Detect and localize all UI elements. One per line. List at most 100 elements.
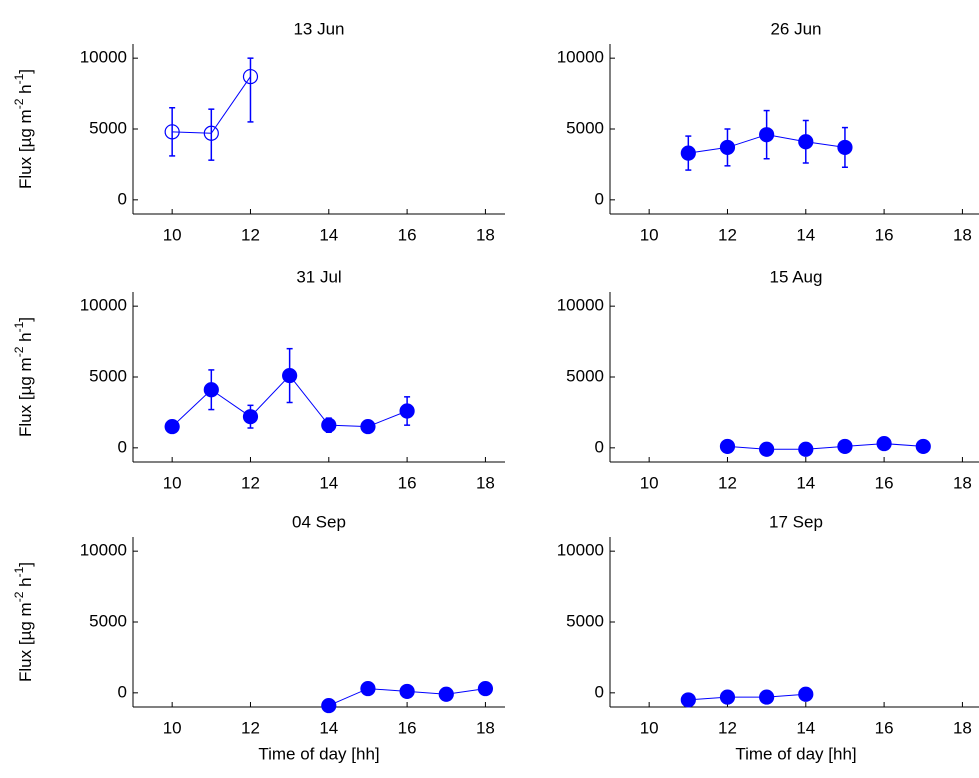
data-point: [321, 417, 337, 433]
superscript: -1: [12, 73, 26, 84]
x-tick-label: 10: [163, 718, 182, 737]
x-axis-label: Time of day [hh]: [258, 744, 379, 763]
superscript: -2: [12, 591, 26, 602]
y-axis-label: Flux [µg m-2 h-1]: [12, 562, 35, 682]
x-tick-label: 16: [398, 718, 417, 737]
data-point: [680, 692, 696, 708]
subplot-title: 31 Jul: [296, 267, 341, 286]
data-point: [399, 403, 415, 419]
data-point: [798, 686, 814, 702]
data-point: [164, 124, 180, 140]
label-part: Flux [µg m: [16, 357, 35, 437]
x-tick-label: 12: [718, 225, 737, 244]
y-tick-label: 10000: [80, 296, 127, 315]
data-point: [399, 683, 415, 700]
subplot-title: 13 Jun: [293, 19, 344, 38]
subplot: 15 Aug 0 5000 10000 10 12 14 16 18: [557, 267, 979, 492]
data-point: [360, 418, 376, 435]
x-tick-label: 14: [319, 225, 338, 244]
subplot: 17 Sep 0 5000 10000 10 12 14 16 18 Time of day [h…: [557, 512, 979, 763]
y-tick-label: 5000: [89, 366, 127, 385]
y-tick-label: 5000: [566, 118, 604, 137]
data-line: [727, 443, 924, 450]
x-tick-label: 16: [398, 225, 417, 244]
data-point: [242, 409, 259, 425]
data-point: [759, 441, 775, 457]
data-point: [798, 134, 814, 150]
label-part: Flux [µg m: [16, 109, 35, 189]
x-tick-label: 14: [319, 473, 338, 492]
x-tick-label: 12: [718, 473, 737, 492]
x-tick-label: 14: [319, 718, 338, 737]
superscript: -1: [12, 321, 26, 332]
data-point: [203, 125, 219, 141]
data-point: [719, 438, 736, 455]
subplot-title: 17 Sep: [769, 512, 823, 531]
data-point: [203, 382, 219, 398]
y-tick-label: 5000: [566, 366, 604, 385]
x-tick-label: 18: [953, 718, 972, 737]
data-point: [164, 418, 180, 435]
x-tick-label: 12: [241, 473, 260, 492]
x-tick-label: 14: [796, 225, 815, 244]
y-axis-label: Flux [µg m-2 h-1]: [12, 69, 35, 189]
x-tick-label: 14: [796, 473, 815, 492]
label-part: h: [16, 577, 35, 591]
y-tick-label: 0: [595, 437, 604, 456]
y-tick-label: 10000: [80, 541, 127, 560]
superscript: -2: [12, 98, 26, 109]
x-tick-label: 16: [398, 473, 417, 492]
data-point: [321, 697, 337, 714]
x-axis-label: Time of day [hh]: [735, 744, 856, 763]
y-tick-label: 0: [595, 189, 604, 208]
x-tick-label: 14: [796, 718, 815, 737]
y-tick-label: 0: [118, 189, 127, 208]
data-point: [477, 680, 494, 697]
label-part: ]: [16, 317, 35, 322]
subplot-title: 15 Aug: [770, 267, 823, 286]
y-tick-label: 0: [118, 437, 127, 456]
subplot: 04 Sep 0 5000 10000 10 12 14 16 18 Time of day [h…: [12, 512, 505, 763]
data-line: [688, 693, 806, 701]
label-part: h: [16, 332, 35, 346]
y-tick-label: 5000: [89, 118, 127, 137]
y-axis-label: Flux [µg m-2 h-1]: [12, 317, 35, 437]
y-tick-label: 10000: [557, 48, 604, 67]
label-part: h: [16, 84, 35, 98]
data-point: [876, 435, 892, 452]
y-tick-label: 0: [118, 682, 127, 701]
superscript: -2: [12, 346, 26, 357]
subplot: 31 Jul 0 5000 10000 10 12 14 16 18 Flux [µg m-2 h…: [12, 267, 505, 492]
subplot-title: 26 Jun: [770, 19, 821, 38]
y-tick-label: 10000: [557, 296, 604, 315]
x-tick-label: 10: [640, 225, 659, 244]
x-tick-label: 16: [875, 473, 894, 492]
data-point: [719, 139, 736, 156]
x-tick-label: 12: [718, 718, 737, 737]
data-point: [680, 145, 696, 161]
subplot: 26 Jun 0 5000 10000 10 12 14 16 18: [557, 19, 979, 244]
data-point: [759, 127, 775, 143]
label-part: ]: [16, 562, 35, 567]
x-tick-label: 12: [241, 225, 260, 244]
x-tick-label: 18: [953, 473, 972, 492]
y-tick-label: 10000: [80, 48, 127, 67]
subplot-title: 04 Sep: [292, 512, 346, 531]
x-tick-label: 10: [640, 473, 659, 492]
data-point: [798, 441, 814, 457]
x-tick-label: 18: [953, 225, 972, 244]
y-tick-label: 5000: [566, 611, 604, 630]
y-tick-label: 10000: [557, 541, 604, 560]
y-tick-label: 5000: [89, 611, 127, 630]
x-tick-label: 10: [163, 473, 182, 492]
x-tick-label: 12: [241, 718, 260, 737]
label-part: ]: [16, 69, 35, 74]
x-tick-label: 18: [476, 473, 495, 492]
data-point: [719, 689, 736, 705]
y-tick-label: 0: [595, 682, 604, 701]
x-tick-label: 10: [163, 225, 182, 244]
superscript: -1: [12, 566, 26, 577]
data-point: [360, 680, 376, 697]
x-tick-label: 10: [640, 718, 659, 737]
data-point: [438, 686, 454, 702]
